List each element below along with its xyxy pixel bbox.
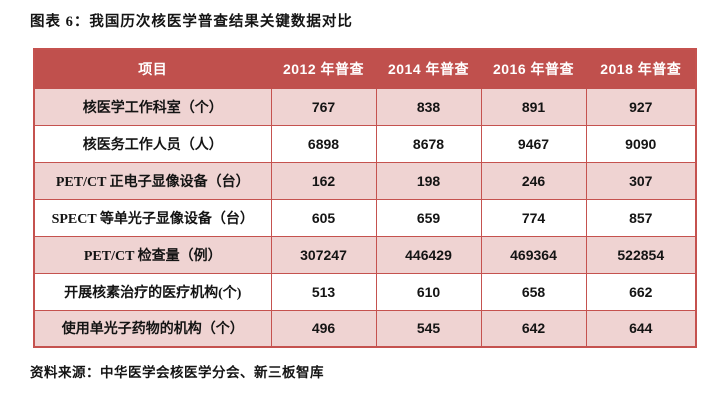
- cell-value: 642: [480, 309, 587, 348]
- cell-value: 9090: [585, 124, 697, 163]
- row-label: 核医学工作科室（个）: [33, 87, 272, 126]
- cell-value: 246: [480, 161, 587, 200]
- cell-value: 605: [270, 198, 377, 237]
- cell-value: 307247: [270, 235, 377, 274]
- cell-value: 662: [585, 272, 697, 311]
- figure-title: 图表 6：我国历次核医学普查结果关键数据对比: [30, 14, 353, 30]
- row-label: 使用单光子药物的机构（个）: [33, 309, 272, 348]
- cell-value: 9467: [480, 124, 587, 163]
- cell-value: 198: [375, 161, 482, 200]
- source-note: 资料来源：中华医学会核医学分会、新三板智库: [30, 365, 324, 380]
- cell-value: 522854: [585, 235, 697, 274]
- cell-value: 496: [270, 309, 377, 348]
- cell-value: 767: [270, 87, 377, 126]
- cell-value: 857: [585, 198, 697, 237]
- col-header-2016: 2016 年普查: [480, 48, 587, 89]
- col-header-2018: 2018 年普查: [585, 48, 697, 89]
- col-header-2014: 2014 年普查: [375, 48, 482, 89]
- cell-value: 610: [375, 272, 482, 311]
- col-header-item: 项目: [33, 48, 272, 89]
- header-row: 项目 2012 年普查 2014 年普查 2016 年普查 2018 年普查: [33, 48, 697, 89]
- cell-value: 469364: [480, 235, 587, 274]
- table-row: 核医务工作人员（人） 6898 8678 9467 9090: [33, 124, 697, 163]
- cell-value: 513: [270, 272, 377, 311]
- survey-data-table: 项目 2012 年普查 2014 年普查 2016 年普查 2018 年普查 核…: [33, 48, 697, 348]
- cell-value: 658: [480, 272, 587, 311]
- table-row: 开展核素治疗的医疗机构(个) 513 610 658 662: [33, 272, 697, 311]
- cell-value: 8678: [375, 124, 482, 163]
- row-label: PET/CT 正电子显像设备（台）: [33, 161, 272, 200]
- cell-value: 644: [585, 309, 697, 348]
- col-header-2012: 2012 年普查: [270, 48, 377, 89]
- cell-value: 927: [585, 87, 697, 126]
- row-label: 核医务工作人员（人）: [33, 124, 272, 163]
- cell-value: 307: [585, 161, 697, 200]
- table-row: 使用单光子药物的机构（个） 496 545 642 644: [33, 309, 697, 348]
- row-label: PET/CT 检查量（例）: [33, 235, 272, 274]
- table-row: SPECT 等单光子显像设备（台） 605 659 774 857: [33, 198, 697, 237]
- row-label: SPECT 等单光子显像设备（台）: [33, 198, 272, 237]
- row-label: 开展核素治疗的医疗机构(个): [33, 272, 272, 311]
- cell-value: 446429: [375, 235, 482, 274]
- table-row: PET/CT 检查量（例） 307247 446429 469364 52285…: [33, 235, 697, 274]
- table-row: 核医学工作科室（个） 767 838 891 927: [33, 87, 697, 126]
- cell-value: 162: [270, 161, 377, 200]
- cell-value: 838: [375, 87, 482, 126]
- cell-value: 774: [480, 198, 587, 237]
- cell-value: 891: [480, 87, 587, 126]
- cell-value: 6898: [270, 124, 377, 163]
- table-row: PET/CT 正电子显像设备（台） 162 198 246 307: [33, 161, 697, 200]
- cell-value: 659: [375, 198, 482, 237]
- cell-value: 545: [375, 309, 482, 348]
